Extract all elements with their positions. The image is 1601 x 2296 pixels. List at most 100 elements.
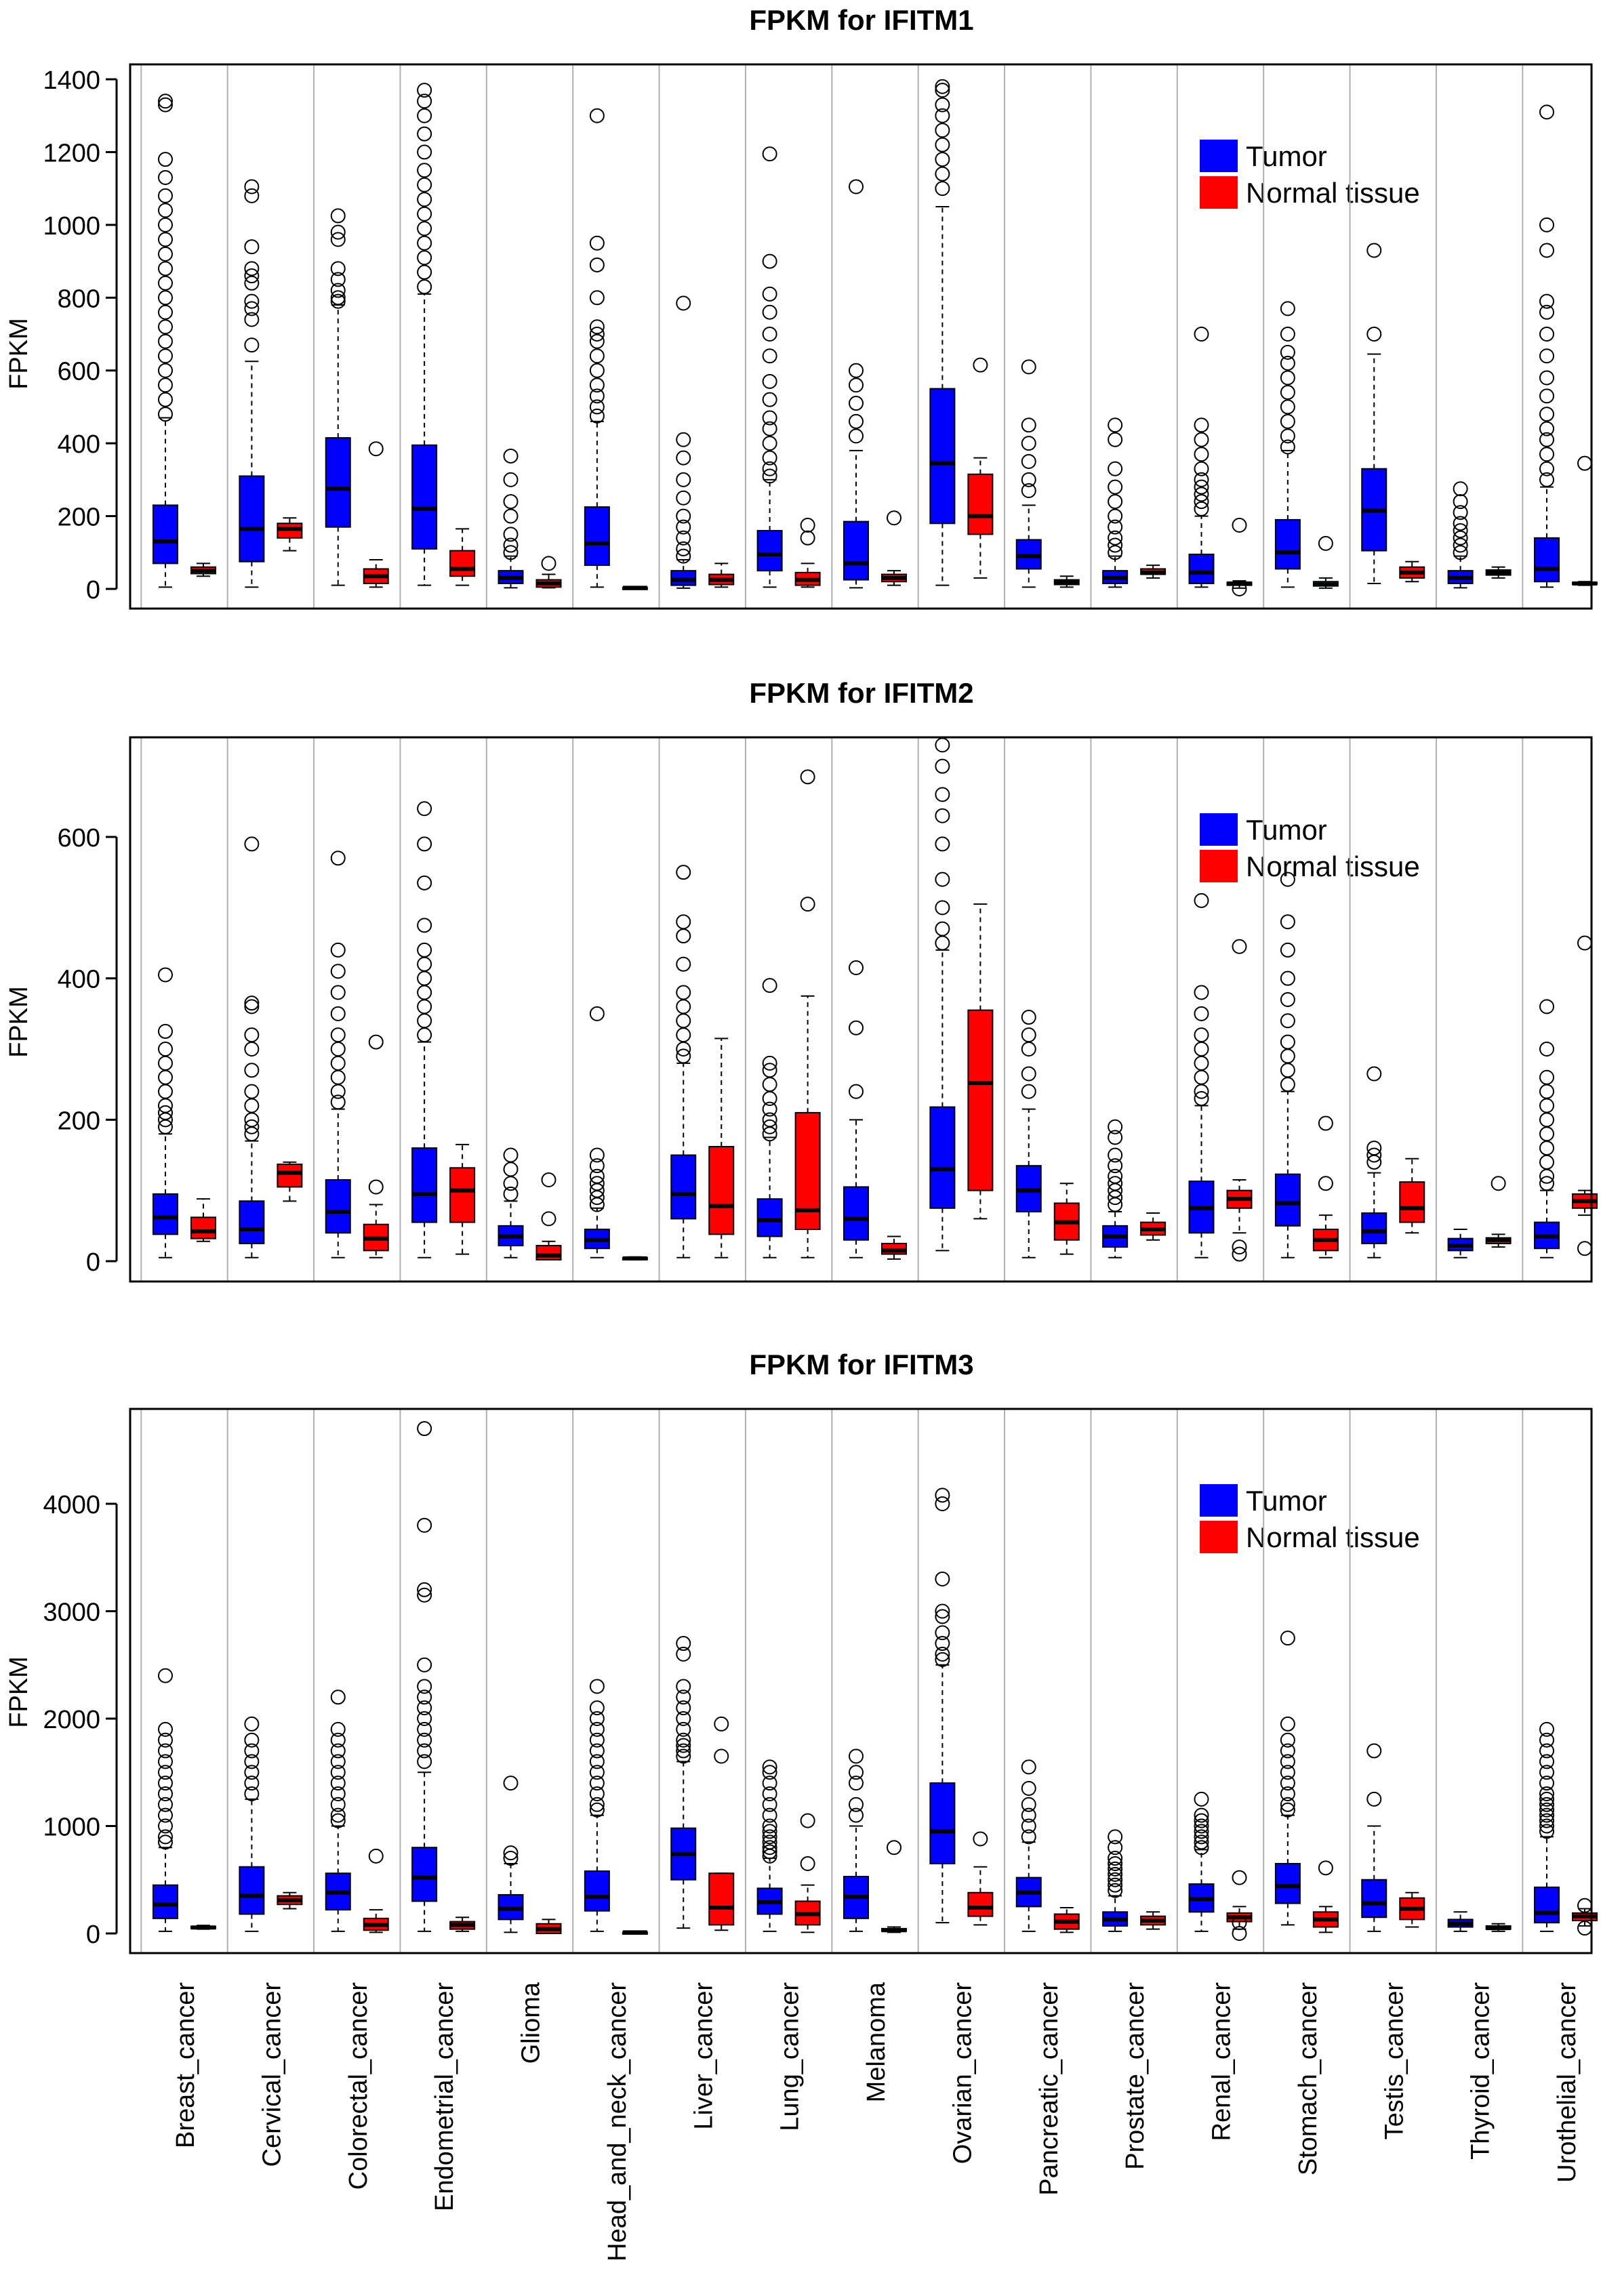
outlier-point bbox=[676, 432, 691, 447]
outlier-point bbox=[244, 1084, 260, 1099]
tumor-box-Breast_cancer bbox=[153, 1668, 178, 1932]
outlier-point bbox=[1539, 1754, 1554, 1769]
outlier-point bbox=[244, 337, 260, 353]
outlier-point bbox=[1108, 1872, 1123, 1887]
outlier-point bbox=[1539, 327, 1554, 342]
normal-box-Breast_cancer bbox=[190, 1925, 216, 1930]
box bbox=[1399, 1181, 1425, 1223]
normal-box-Prostate_cancer bbox=[1140, 1911, 1167, 1930]
outlier-point bbox=[158, 304, 173, 320]
tumor-box-Prostate_cancer bbox=[1102, 417, 1129, 588]
normal-box-Liver_cancer bbox=[708, 562, 735, 588]
outlier-point bbox=[676, 985, 691, 1000]
tumor-box-Renal_cancer bbox=[1188, 327, 1215, 588]
outlier-point bbox=[676, 865, 691, 880]
tumor-box-Colorectal_cancer bbox=[325, 850, 351, 1258]
outlier-point bbox=[368, 1179, 384, 1195]
outlier-point bbox=[762, 146, 777, 162]
outlier-point bbox=[589, 1776, 605, 1791]
normal-box-Thyroid_cancer bbox=[1485, 1923, 1512, 1932]
outlier-point bbox=[935, 1609, 950, 1624]
outlier-point bbox=[935, 1646, 950, 1662]
chart-title: FPKM for IFITM2 bbox=[749, 677, 973, 709]
outlier-point bbox=[1539, 1042, 1554, 1057]
outlier-point bbox=[1108, 1130, 1123, 1145]
box bbox=[1188, 553, 1215, 584]
outlier-point bbox=[589, 408, 605, 424]
outlier-point bbox=[503, 1776, 519, 1791]
outlier-point bbox=[589, 1732, 605, 1748]
outlier-point bbox=[676, 1679, 691, 1694]
outlier-point bbox=[935, 900, 950, 916]
outlier-point bbox=[1194, 494, 1209, 510]
tumor-box-Liver_cancer bbox=[670, 1636, 697, 1929]
tumor-box-Liver_cancer bbox=[670, 865, 697, 1258]
outlier-point bbox=[503, 537, 519, 553]
tumor-box-Lung_cancer bbox=[756, 1759, 783, 1932]
outlier-point bbox=[1491, 1176, 1506, 1191]
outlier-point bbox=[1108, 1829, 1123, 1845]
outlier-point bbox=[589, 290, 605, 306]
outlier-point bbox=[417, 1754, 432, 1769]
outlier-point bbox=[1108, 545, 1123, 560]
outlier-point bbox=[589, 327, 605, 342]
outlier-point bbox=[158, 275, 173, 291]
outlier-point bbox=[1539, 461, 1554, 476]
x-tick-label: Lung_cancer bbox=[776, 1982, 805, 2131]
outlier-point bbox=[762, 978, 777, 993]
tumor-box-Lung_cancer bbox=[756, 146, 783, 588]
outlier-point bbox=[1280, 439, 1295, 455]
outlier-point bbox=[762, 1063, 777, 1078]
outlier-point bbox=[158, 1668, 173, 1683]
outlier-point bbox=[1280, 399, 1295, 415]
outlier-point bbox=[158, 1786, 173, 1801]
legend: Tumor Normal tissue bbox=[1200, 813, 1420, 882]
outlier-point bbox=[762, 410, 777, 426]
outlier-point bbox=[1453, 523, 1468, 539]
outlier-point bbox=[676, 1700, 691, 1716]
outlier-point bbox=[800, 769, 815, 785]
outlier-point bbox=[330, 1689, 346, 1705]
tumor-box-Testis_cancer bbox=[1361, 1743, 1387, 1932]
outlier-point bbox=[800, 897, 815, 912]
normal-box-Ovarian_cancer bbox=[967, 1831, 994, 1926]
outlier-point bbox=[417, 163, 432, 178]
box bbox=[843, 1186, 869, 1241]
normal-box-Lung_cancer bbox=[794, 518, 821, 588]
outlier-point bbox=[244, 301, 260, 316]
outlier-point bbox=[1539, 1732, 1554, 1748]
y-tick-label: 2000 bbox=[43, 1706, 100, 1734]
y-axis-label: FPKM bbox=[5, 1656, 33, 1728]
outlier-point bbox=[1194, 893, 1209, 908]
outlier-point bbox=[244, 179, 260, 194]
outlier-point bbox=[676, 1738, 691, 1753]
y-tick-label: 400 bbox=[58, 966, 100, 994]
outlier-point bbox=[503, 508, 519, 524]
outlier-point bbox=[1232, 1915, 1247, 1931]
box bbox=[967, 1009, 994, 1191]
normal-box-Testis_cancer bbox=[1399, 1157, 1425, 1234]
outlier-point bbox=[1194, 1834, 1209, 1850]
outlier-point bbox=[158, 1732, 173, 1748]
outlier-point bbox=[1194, 1807, 1209, 1823]
outlier-point bbox=[417, 108, 432, 123]
outlier-point bbox=[158, 188, 173, 203]
outlier-point bbox=[1194, 985, 1209, 1000]
box bbox=[584, 506, 610, 567]
outlier-point bbox=[1280, 1732, 1295, 1748]
outlier-point bbox=[849, 413, 864, 429]
outlier-point bbox=[1453, 481, 1468, 497]
outlier-point bbox=[849, 1797, 864, 1812]
outlier-point bbox=[714, 1716, 729, 1731]
normal-box-Prostate_cancer bbox=[1140, 1212, 1167, 1241]
x-tick-label: Melanoma bbox=[862, 1982, 891, 2102]
outlier-point bbox=[589, 348, 605, 364]
outlier-point bbox=[417, 1743, 432, 1759]
outlier-point bbox=[1539, 432, 1554, 447]
outlier-point bbox=[417, 1679, 432, 1694]
outlier-point bbox=[800, 518, 815, 533]
box bbox=[1274, 1173, 1301, 1227]
outlier-point bbox=[1194, 1818, 1209, 1834]
y-tick-label: 0 bbox=[86, 1248, 100, 1277]
outlier-point bbox=[1108, 1883, 1123, 1898]
